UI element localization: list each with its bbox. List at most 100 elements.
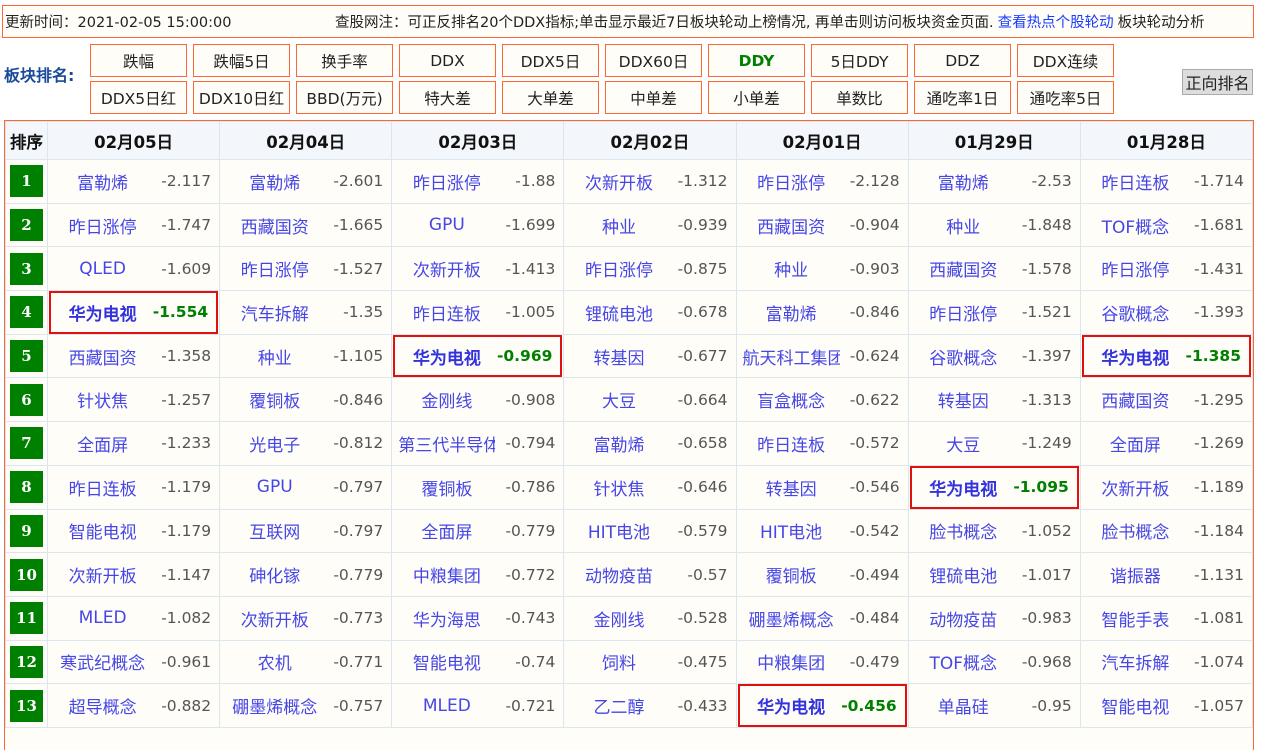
sector-name-link[interactable]: 昨日连板 — [68, 479, 137, 500]
sector-name-link[interactable]: 动物疫苗 — [584, 567, 653, 588]
sector-name-link[interactable]: 互联网 — [249, 523, 301, 544]
sector-name-link[interactable]: 脸书概念 — [929, 523, 998, 544]
sector-name-link[interactable]: QLED — [79, 258, 126, 279]
sector-name-link[interactable]: 覆铜板 — [765, 567, 817, 588]
sector-name-link[interactable]: 脸书概念 — [1101, 523, 1170, 544]
indicator-button[interactable]: BBD(万元) — [296, 81, 393, 114]
sector-name-link[interactable]: 昨日连板 — [412, 304, 481, 325]
sector-name-link[interactable]: 谷歌概念 — [929, 348, 998, 369]
indicator-button[interactable]: DDY — [708, 44, 805, 77]
indicator-button[interactable]: DDX5日 — [502, 44, 599, 77]
sector-name-link[interactable]: 锂硫电池 — [584, 304, 653, 325]
sector-name-link[interactable]: 种业 — [946, 217, 981, 238]
indicator-button[interactable]: 换手率 — [296, 44, 393, 77]
indicator-button[interactable]: DDX — [399, 44, 496, 77]
sector-name-link[interactable]: TOF概念 — [1101, 217, 1170, 238]
sector-name-link[interactable]: 谐振器 — [1109, 567, 1161, 588]
sector-name-link[interactable]: 谷歌概念 — [1101, 304, 1170, 325]
sector-name-link[interactable]: 次新开板 — [240, 610, 309, 631]
sector-name-link[interactable]: 华为电视 — [757, 698, 826, 719]
sector-name-link[interactable]: 智能电视 — [412, 654, 481, 675]
indicator-button[interactable]: DDX60日 — [605, 44, 702, 77]
indicator-button[interactable]: DDX10日红 — [193, 81, 290, 114]
sector-name-link[interactable]: 华为电视 — [1101, 348, 1170, 369]
sector-name-link[interactable]: 富勒烯 — [249, 173, 301, 194]
indicator-button[interactable]: 中单差 — [605, 81, 702, 114]
sector-name-link[interactable]: 单晶硅 — [937, 698, 989, 719]
sector-name-link[interactable]: 转基因 — [765, 479, 817, 500]
sector-name-link[interactable]: 昨日涨停 — [929, 304, 998, 325]
sector-name-link[interactable]: 西藏国资 — [68, 348, 137, 369]
sector-name-link[interactable]: 航天科工集团 — [742, 348, 840, 369]
sector-name-link[interactable]: 锂硫电池 — [929, 567, 998, 588]
sector-name-link[interactable]: 西藏国资 — [929, 261, 998, 282]
indicator-button[interactable]: DDX连续 — [1017, 44, 1114, 77]
sector-name-link[interactable]: TOF概念 — [929, 654, 997, 675]
sector-name-link[interactable]: 针状焦 — [77, 392, 129, 413]
sector-name-link[interactable]: 大豆 — [601, 392, 636, 413]
sector-name-link[interactable]: MLED — [78, 608, 127, 629]
indicator-button[interactable]: DDX5日红 — [90, 81, 187, 114]
indicator-button[interactable]: DDZ — [914, 44, 1011, 77]
sector-name-link[interactable]: 转基因 — [593, 348, 645, 369]
sector-name-link[interactable]: 富勒烯 — [593, 435, 645, 456]
sector-name-link[interactable]: HIT电池 — [587, 523, 651, 544]
indicator-button[interactable]: 通吃率5日 — [1017, 81, 1114, 114]
sector-name-link[interactable]: 全面屏 — [77, 435, 129, 456]
sector-name-link[interactable]: 昨日涨停 — [1101, 261, 1170, 282]
sector-name-link[interactable]: 光电子 — [249, 435, 301, 456]
sector-name-link[interactable]: 盲盒概念 — [757, 392, 826, 413]
sector-name-link[interactable]: 智能手表 — [1101, 610, 1170, 631]
sector-name-link[interactable]: 西藏国资 — [1101, 392, 1170, 413]
sector-name-link[interactable]: 昨日涨停 — [412, 173, 481, 194]
sector-name-link[interactable]: 智能电视 — [68, 523, 137, 544]
indicator-button[interactable]: 单数比 — [811, 81, 908, 114]
sector-name-link[interactable]: 昨日连板 — [1101, 173, 1170, 194]
indicator-button[interactable]: 特大差 — [399, 81, 496, 114]
sector-name-link[interactable]: 种业 — [257, 348, 292, 369]
indicator-button[interactable]: 小单差 — [708, 81, 805, 114]
sector-name-link[interactable]: MLED — [422, 695, 471, 716]
sector-name-link[interactable]: 金刚线 — [593, 610, 645, 631]
sector-name-link[interactable]: 大豆 — [946, 435, 981, 456]
sector-name-link[interactable]: 汽车拆解 — [1101, 654, 1170, 675]
sector-name-link[interactable]: 华为海思 — [412, 610, 481, 631]
indicator-button[interactable]: 跌幅5日 — [193, 44, 290, 77]
sector-name-link[interactable]: 富勒烯 — [765, 304, 817, 325]
sector-name-link[interactable]: 华为电视 — [929, 479, 998, 500]
sector-name-link[interactable]: 汽车拆解 — [240, 304, 309, 325]
sector-name-link[interactable]: 华为电视 — [412, 348, 481, 369]
sector-name-link[interactable]: 硼墨烯概念 — [748, 610, 834, 631]
sector-name-link[interactable]: 昨日涨停 — [68, 217, 137, 238]
sector-name-link[interactable]: GPU — [256, 477, 293, 498]
sector-name-link[interactable]: 昨日涨停 — [240, 261, 309, 282]
indicator-button[interactable]: 通吃率1日 — [914, 81, 1011, 114]
sector-name-link[interactable]: 硼墨烯概念 — [232, 698, 318, 719]
sector-name-link[interactable]: 转基因 — [937, 392, 989, 413]
sector-name-link[interactable]: 富勒烯 — [77, 173, 129, 194]
sector-name-link[interactable]: HIT电池 — [760, 523, 823, 544]
sector-name-link[interactable]: 金刚线 — [421, 392, 473, 413]
sector-name-link[interactable]: 砷化镓 — [249, 567, 301, 588]
indicator-button[interactable]: 5日DDY — [811, 44, 908, 77]
sector-name-link[interactable]: 昨日涨停 — [757, 173, 826, 194]
indicator-button[interactable]: 大单差 — [502, 81, 599, 114]
sector-name-link[interactable]: 种业 — [601, 217, 636, 238]
reverse-ranking-button[interactable]: 正向排名 — [1182, 69, 1253, 95]
sector-name-link[interactable]: 智能电视 — [1101, 698, 1170, 719]
sector-name-link[interactable]: GPU — [428, 215, 465, 236]
sector-name-link[interactable]: 次新开板 — [584, 173, 653, 194]
sector-name-link[interactable]: 昨日涨停 — [584, 261, 653, 282]
sector-name-link[interactable]: 寒武纪概念 — [60, 654, 146, 675]
sector-name-link[interactable]: 乙二醇 — [593, 698, 645, 719]
indicator-button[interactable]: 跌幅 — [90, 44, 187, 77]
sector-name-link[interactable]: 全面屏 — [1109, 435, 1161, 456]
sector-name-link[interactable]: 西藏国资 — [757, 217, 826, 238]
sector-name-link[interactable]: 覆铜板 — [249, 392, 301, 413]
sector-name-link[interactable]: 种业 — [774, 261, 809, 282]
sector-name-link[interactable]: 饲料 — [601, 654, 636, 675]
sector-name-link[interactable]: 富勒烯 — [937, 173, 989, 194]
sector-name-link[interactable]: 次新开板 — [68, 567, 137, 588]
sector-name-link[interactable]: 昨日连板 — [757, 435, 826, 456]
sector-name-link[interactable]: 华为电视 — [68, 304, 137, 325]
